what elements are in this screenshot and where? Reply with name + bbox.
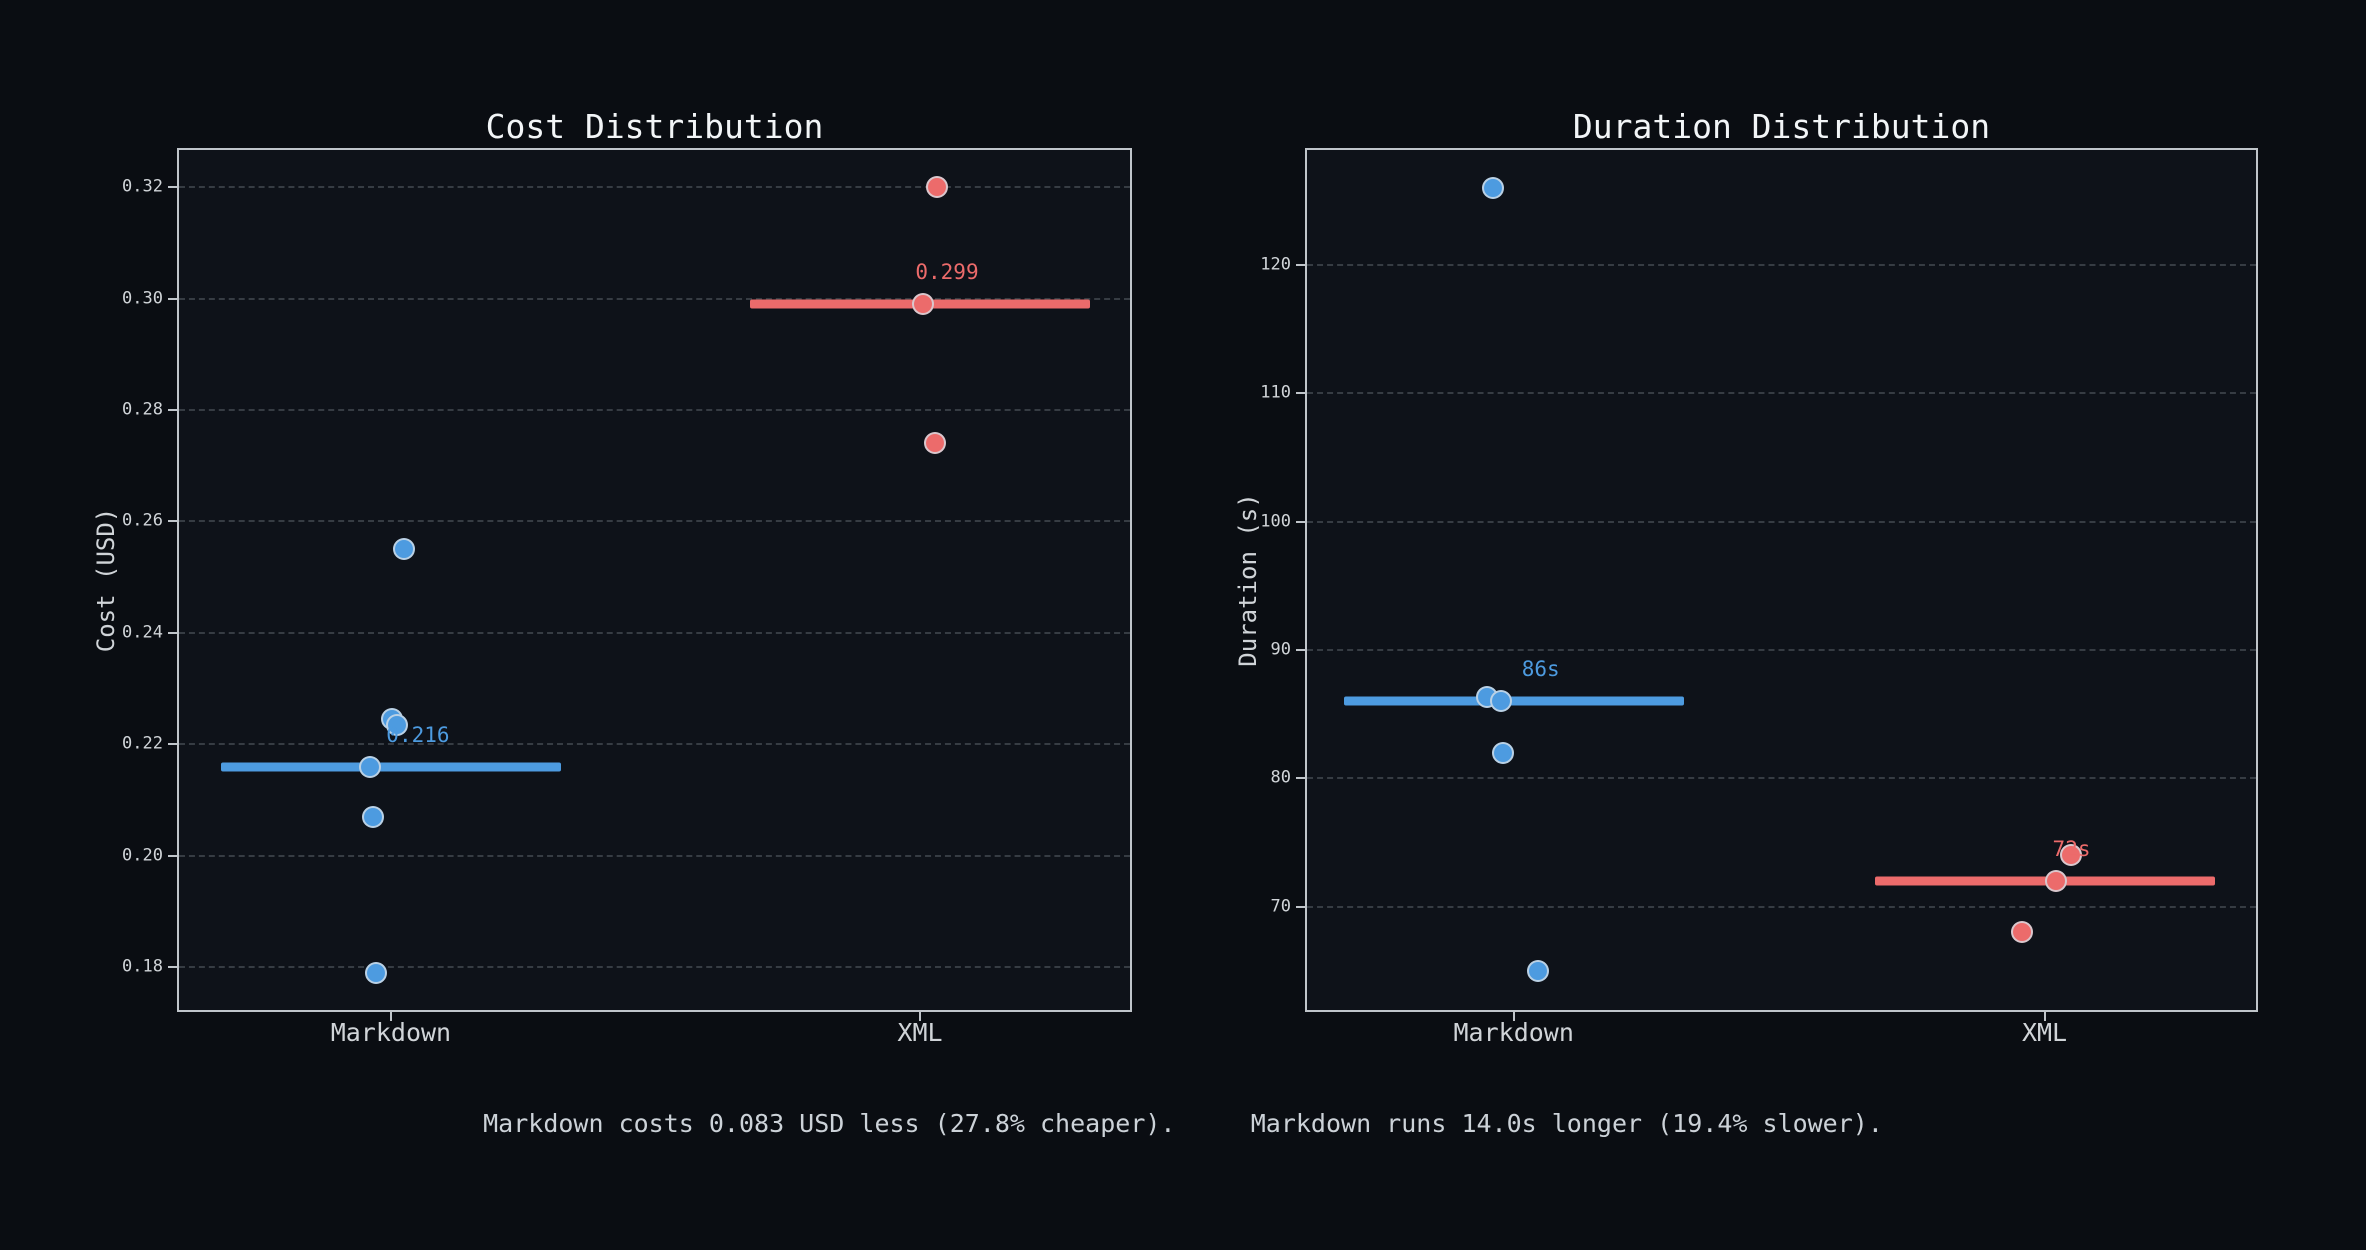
y-tick-label: 110 (1260, 382, 1291, 403)
data-point (385, 713, 408, 736)
gridline (179, 631, 1130, 634)
gridline (179, 520, 1130, 523)
data-point (361, 805, 384, 828)
x-tick-label: Markdown (330, 1018, 452, 1047)
y-tick-mark (168, 854, 177, 857)
data-point (2010, 921, 2033, 944)
gridline (1307, 520, 2256, 523)
x-tick-label: Markdown (1453, 1018, 1574, 1047)
y-tick-label: 0.28 (122, 399, 163, 420)
gridline (179, 966, 1130, 969)
y-tick-label: 0.24 (122, 622, 163, 643)
data-point (1491, 741, 1514, 764)
x-tick-mark (389, 1012, 392, 1021)
data-point (923, 432, 946, 455)
summary-caption: Markdown costs 0.083 USD less (27.8% che… (483, 1109, 1883, 1138)
y-tick-mark (168, 966, 177, 969)
x-tick-label: XML (897, 1018, 943, 1047)
gridline (1307, 777, 2256, 780)
x-tick-mark (2043, 1012, 2046, 1021)
y-tick-mark (1296, 905, 1305, 908)
y-tick-label: 0.32 (122, 176, 163, 197)
gridline (179, 854, 1130, 857)
mean-value-label: 86s (1521, 657, 1560, 682)
gridline (1307, 392, 2256, 395)
y-tick-label: 0.22 (122, 733, 163, 754)
y-tick-label: 90 (1270, 639, 1291, 660)
y-tick-mark (1296, 520, 1305, 523)
y-tick-mark (168, 743, 177, 746)
y-tick-mark (168, 186, 177, 189)
y-tick-mark (1296, 263, 1305, 266)
data-point (392, 538, 415, 561)
y-tick-label: 80 (1270, 767, 1291, 788)
data-point (1489, 690, 1512, 713)
y-tick-label: 0.26 (122, 510, 163, 531)
x-tick-label: XML (2021, 1018, 2068, 1047)
y-tick-mark (168, 631, 177, 634)
y-tick-label: 0.18 (122, 956, 163, 977)
data-point (1526, 959, 1549, 982)
plot-area (1305, 148, 2258, 1012)
mean-value-label: 0.299 (915, 260, 979, 285)
mean-value-label: 0.216 (386, 722, 450, 747)
y-tick-mark (168, 408, 177, 411)
data-point (911, 293, 934, 316)
mean-line (220, 762, 561, 772)
data-point (925, 176, 948, 199)
data-point (2044, 870, 2067, 893)
y-tick-label: 100 (1260, 511, 1291, 532)
mean-value-label: 72s (2052, 837, 2091, 862)
data-point (358, 755, 381, 778)
data-point (364, 961, 387, 984)
data-point (2059, 844, 2082, 867)
y-tick-mark (168, 520, 177, 523)
y-tick-mark (168, 297, 177, 300)
x-tick-mark (1512, 1012, 1515, 1021)
y-tick-label: 120 (1260, 254, 1291, 275)
mean-line (1343, 696, 1684, 706)
duration-chart-title: Duration Distribution (1572, 107, 1991, 146)
y-tick-mark (1296, 648, 1305, 651)
gridline (179, 186, 1130, 189)
y-tick-label: 0.30 (122, 288, 163, 308)
cost-chart-title: Cost Distribution (485, 107, 824, 146)
gridline (1307, 905, 2256, 908)
data-point (1481, 176, 1504, 199)
x-tick-mark (918, 1012, 921, 1021)
gridline (179, 743, 1130, 746)
y-tick-mark (1296, 777, 1305, 780)
y-tick-label: 0.20 (122, 845, 163, 866)
y-tick-mark (1296, 392, 1305, 395)
gridline (179, 297, 1130, 300)
gridline (179, 408, 1130, 411)
plot-area (177, 148, 1132, 1012)
y-tick-label: 70 (1270, 896, 1291, 917)
gridline (1307, 648, 2256, 651)
gridline (1307, 263, 2256, 266)
